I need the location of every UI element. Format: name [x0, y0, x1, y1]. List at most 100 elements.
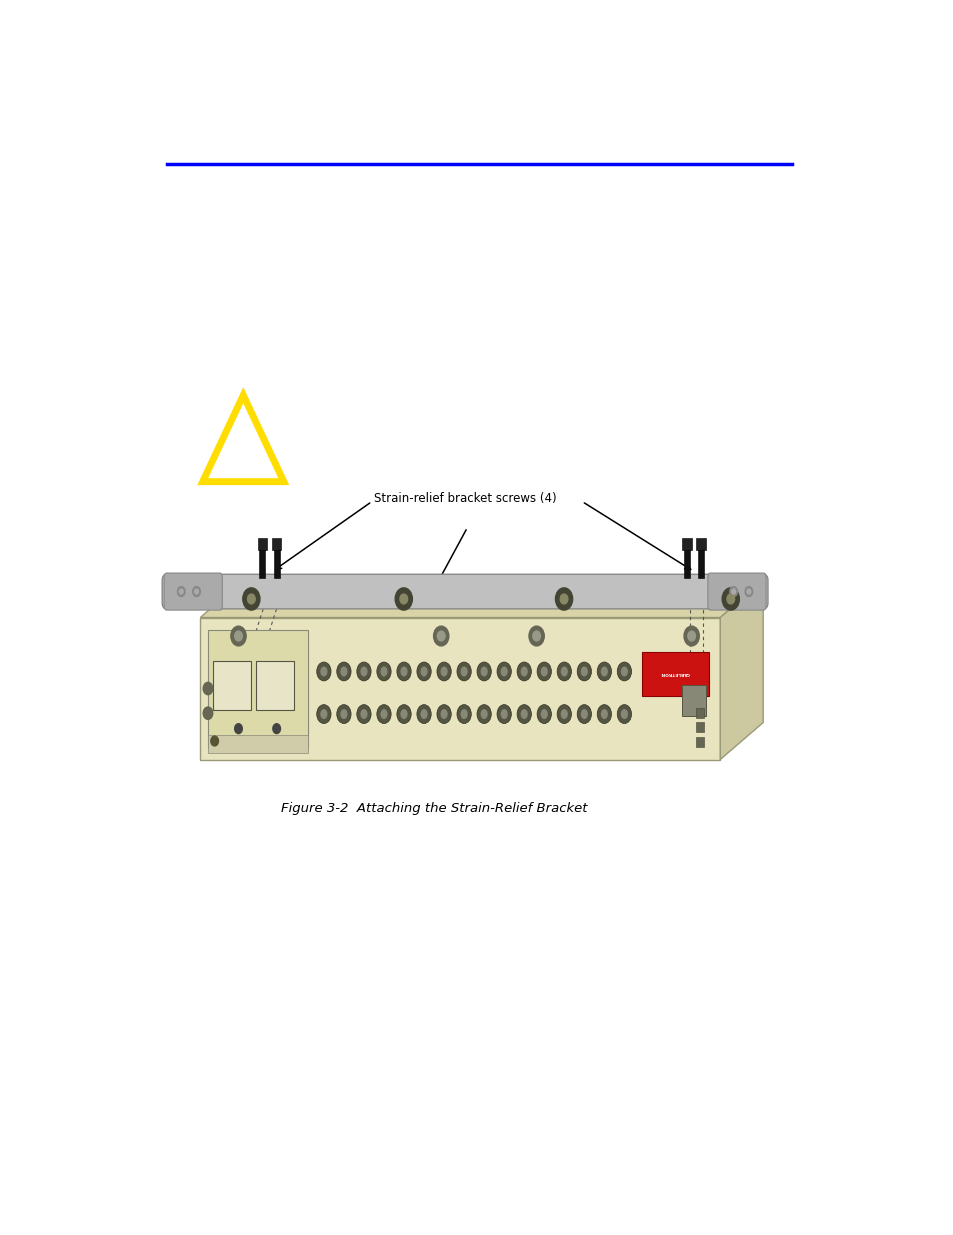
Ellipse shape: [340, 667, 347, 677]
Ellipse shape: [577, 662, 591, 680]
Ellipse shape: [500, 709, 507, 719]
Bar: [255, 661, 294, 710]
Circle shape: [687, 631, 695, 641]
Ellipse shape: [380, 667, 387, 677]
Polygon shape: [200, 580, 762, 618]
Ellipse shape: [356, 705, 371, 724]
Ellipse shape: [416, 705, 431, 724]
Circle shape: [555, 588, 572, 610]
Ellipse shape: [336, 662, 351, 680]
Text: CABLETRON: CABLETRON: [660, 672, 689, 676]
Circle shape: [194, 589, 198, 594]
Ellipse shape: [416, 662, 431, 680]
Ellipse shape: [440, 667, 447, 677]
Ellipse shape: [360, 709, 367, 719]
Bar: [208, 630, 308, 747]
Circle shape: [211, 736, 218, 746]
Bar: [683, 543, 689, 578]
Bar: [213, 661, 251, 710]
Bar: [696, 708, 703, 718]
Ellipse shape: [597, 662, 611, 680]
Ellipse shape: [617, 705, 631, 724]
Bar: [641, 652, 708, 695]
Ellipse shape: [560, 709, 567, 719]
Bar: [696, 737, 703, 747]
Ellipse shape: [340, 709, 347, 719]
Ellipse shape: [436, 662, 451, 680]
Ellipse shape: [560, 667, 567, 677]
Ellipse shape: [557, 662, 571, 680]
Ellipse shape: [376, 662, 391, 680]
Circle shape: [273, 724, 280, 734]
Circle shape: [726, 594, 734, 604]
Ellipse shape: [336, 705, 351, 724]
Circle shape: [399, 594, 407, 604]
Ellipse shape: [520, 709, 527, 719]
Ellipse shape: [316, 705, 331, 724]
Circle shape: [436, 631, 444, 641]
Ellipse shape: [480, 709, 487, 719]
Circle shape: [683, 626, 699, 646]
Ellipse shape: [460, 709, 467, 719]
Circle shape: [177, 587, 185, 597]
Ellipse shape: [497, 705, 511, 724]
Circle shape: [746, 589, 750, 594]
Ellipse shape: [540, 667, 547, 677]
Circle shape: [395, 588, 412, 610]
Ellipse shape: [440, 709, 447, 719]
Ellipse shape: [577, 705, 591, 724]
FancyBboxPatch shape: [707, 573, 765, 610]
Ellipse shape: [557, 705, 571, 724]
Ellipse shape: [460, 667, 467, 677]
Ellipse shape: [420, 709, 427, 719]
Ellipse shape: [436, 705, 451, 724]
Circle shape: [234, 631, 242, 641]
Ellipse shape: [537, 662, 551, 680]
FancyBboxPatch shape: [164, 573, 222, 610]
Circle shape: [234, 724, 242, 734]
Polygon shape: [720, 580, 762, 760]
Ellipse shape: [456, 705, 471, 724]
Ellipse shape: [396, 662, 411, 680]
Bar: [259, 543, 265, 578]
Circle shape: [721, 588, 739, 610]
Circle shape: [231, 626, 246, 646]
Ellipse shape: [580, 709, 587, 719]
Ellipse shape: [480, 667, 487, 677]
FancyBboxPatch shape: [162, 574, 767, 609]
Circle shape: [528, 626, 543, 646]
Ellipse shape: [600, 667, 607, 677]
Ellipse shape: [320, 667, 327, 677]
Circle shape: [179, 589, 183, 594]
Ellipse shape: [580, 667, 587, 677]
Ellipse shape: [316, 662, 331, 680]
Bar: [696, 538, 705, 550]
Bar: [698, 543, 703, 578]
Ellipse shape: [400, 667, 407, 677]
Bar: [272, 538, 281, 550]
Ellipse shape: [380, 709, 387, 719]
Bar: [696, 722, 703, 732]
Circle shape: [433, 626, 448, 646]
Ellipse shape: [396, 705, 411, 724]
Circle shape: [248, 594, 255, 604]
Ellipse shape: [476, 662, 491, 680]
Ellipse shape: [620, 709, 627, 719]
Bar: [208, 735, 308, 753]
Ellipse shape: [400, 709, 407, 719]
Bar: [274, 543, 279, 578]
Circle shape: [532, 631, 539, 641]
Ellipse shape: [620, 667, 627, 677]
Ellipse shape: [476, 705, 491, 724]
Bar: [681, 538, 691, 550]
Circle shape: [242, 588, 259, 610]
Bar: [681, 685, 705, 716]
Ellipse shape: [617, 662, 631, 680]
Ellipse shape: [517, 705, 531, 724]
Circle shape: [729, 587, 737, 597]
Text: Strain-relief bracket screws (4): Strain-relief bracket screws (4): [374, 493, 556, 505]
Text: Figure 3-2  Attaching the Strain-Relief Bracket: Figure 3-2 Attaching the Strain-Relief B…: [280, 803, 587, 815]
Circle shape: [731, 589, 735, 594]
Ellipse shape: [376, 705, 391, 724]
Ellipse shape: [420, 667, 427, 677]
